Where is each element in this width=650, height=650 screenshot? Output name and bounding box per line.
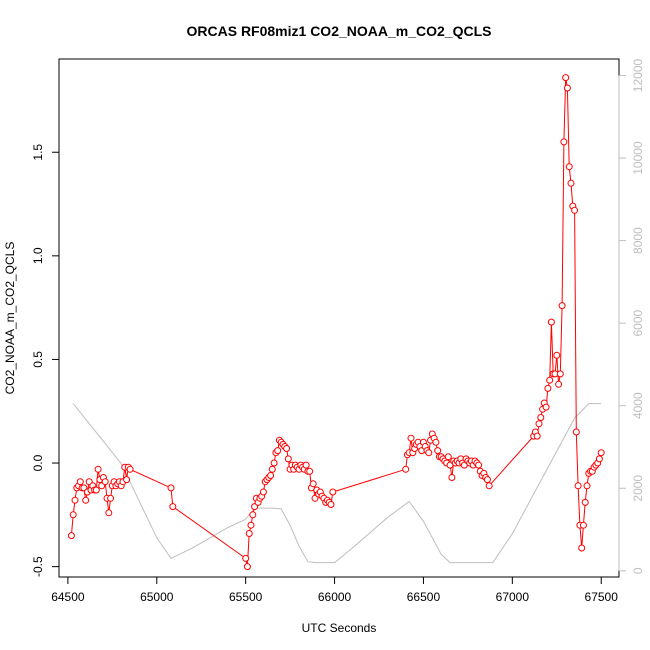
co2-point [101,478,109,486]
co2-point [267,472,275,479]
altitude-line [72,403,602,564]
y-tick-label: 1.5 [31,144,45,161]
co2-point [402,465,410,473]
co2-point [444,453,452,461]
y-tick-label: 0.0 [31,454,45,471]
co2-point [306,467,314,475]
y-tick-label: 1.0 [31,247,45,264]
co2-point [92,486,100,494]
co2-point [556,370,564,378]
co2-point [71,496,79,504]
co2-point [82,496,90,504]
co2-point [126,465,134,473]
co2-point [542,403,550,411]
co2-point [533,432,541,440]
plot-layer: 64500 65000 65500 66000 66500 67000 67500 -0.5 0… [31,58,645,604]
co2-point [475,461,483,469]
co2-point [242,554,250,562]
co2-point [555,380,563,388]
x-tick-label: 67500 [585,590,619,604]
x-tick-label: 65000 [140,590,174,604]
co2-point [302,461,310,469]
co2-point [247,521,255,529]
y-axis-label: CO2_NOAA_m_CO2_QCLS [3,242,17,395]
co2-point [309,480,317,488]
co2-line [70,77,602,567]
x-tick-label: 65500 [229,590,263,604]
plot-frame [58,58,620,578]
co2-point [284,455,292,463]
co2-point [268,465,276,473]
co2-point [259,488,267,496]
co2-point [565,163,573,171]
x-axis-label: UTC Seconds [302,621,377,635]
x-tick-label: 67000 [496,590,530,604]
x-tick-label: 66000 [318,590,352,604]
co2-point [562,74,570,82]
co2-point [544,384,552,392]
co2-point [425,449,433,457]
co2-point [123,476,131,484]
co2-point [547,318,555,326]
co2-point [595,455,603,463]
co2-point [69,511,77,519]
co2-point [485,482,493,490]
co2-point [243,563,251,571]
co2-point [245,530,253,537]
co2-point [567,179,575,187]
y2-tick-label: 6000 [631,309,645,336]
co2-point [105,509,113,517]
y2-tick-label: 8000 [631,227,645,254]
co2-point [329,488,337,496]
co2-point [167,484,175,492]
x-tick-label: 66500 [407,590,441,604]
co2-point [537,414,545,421]
co2-point [434,447,442,455]
co2-point [571,206,579,214]
y-tick-label: -0.5 [31,556,45,577]
y2-tick-label: 12000 [631,59,645,93]
co2-point [448,474,456,481]
co2-point [583,482,591,490]
co2-point [578,544,586,552]
co2-point [94,465,102,473]
co2-point [67,532,75,540]
co2-point [546,376,554,384]
co2-point [249,511,257,519]
co2-point [535,420,543,428]
y-tick-label: 0.5 [31,351,45,368]
co2-point [432,438,440,446]
co2-point [572,428,580,436]
co2-point [270,459,278,467]
co2-point [76,478,84,486]
co2-point [553,351,561,359]
co2-point [597,449,605,457]
y2-tick-label: 10000 [631,141,645,175]
co2-point [579,521,587,529]
co2-point [169,503,177,511]
co2-point [283,445,291,452]
co2-point [563,84,571,92]
co2-point [558,302,566,310]
co2-point [560,138,568,146]
co2-point [274,447,282,455]
y2-tick-label: 0 [631,567,645,574]
co2-point [581,498,589,506]
co2-point [574,482,582,490]
co2-point [407,434,415,442]
chart-title: ORCAS RF08miz1 CO2_NOAA_m_CO2_QCLS [187,23,492,39]
y2-tick-label: 4000 [631,392,645,419]
co2-point [327,501,335,508]
y2-tick-label: 2000 [631,475,645,502]
co2-point [107,494,115,502]
co2-point [483,476,491,484]
x-tick-label: 64500 [51,590,85,604]
